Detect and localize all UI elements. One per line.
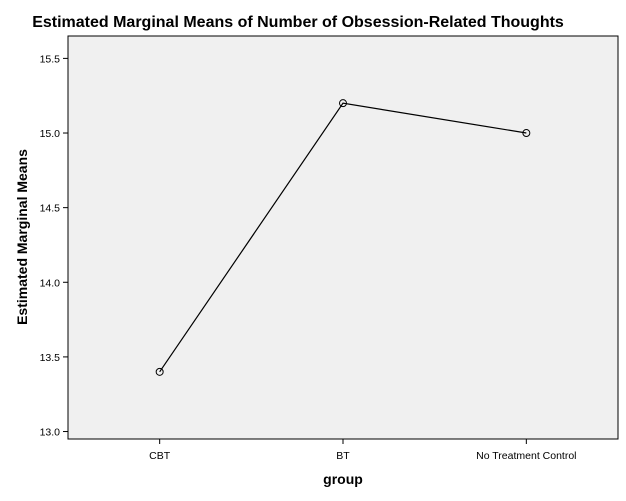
data-point <box>339 99 347 108</box>
y-tick-label: 14.5 <box>40 203 61 215</box>
plot-area <box>67 35 619 440</box>
x-tick-label: No Treatment Control <box>476 450 576 462</box>
x-tick-label: BT <box>336 450 350 462</box>
x-axis: CBT BT No Treatment Control <box>149 439 577 462</box>
data-point <box>522 129 531 138</box>
y-tick-label: 15.0 <box>40 128 61 140</box>
x-tick-label: CBT <box>149 450 171 462</box>
series-layer <box>155 99 531 376</box>
y-tick-label: 13.0 <box>40 427 61 439</box>
y-axis: 13.0 13.5 14.0 14.5 15.0 15.5 <box>40 53 68 439</box>
series-line <box>159 102 527 373</box>
chart-title: Estimated Marginal Means of Number of Ob… <box>32 14 564 31</box>
y-tick-label: 14.0 <box>40 277 61 289</box>
y-tick-label: 13.5 <box>40 352 61 364</box>
data-point <box>155 367 164 376</box>
x-axis-label: group <box>323 471 363 487</box>
y-axis-label: Estimated Marginal Means <box>14 149 30 325</box>
y-tick-label: 15.5 <box>40 53 61 65</box>
